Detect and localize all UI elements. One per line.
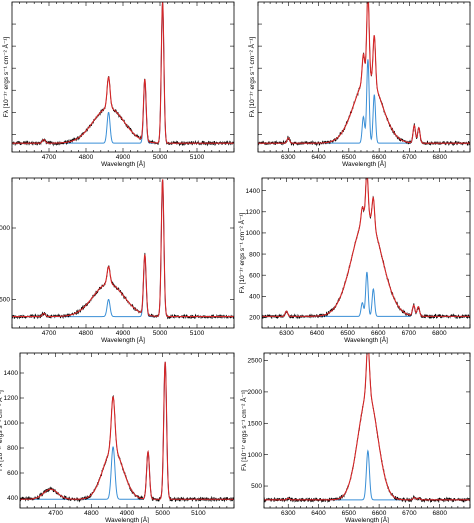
model-fit-line: [262, 178, 470, 317]
x-axis-label: Wavelength [Å]: [101, 335, 145, 344]
x-tick-label: 6800: [432, 154, 447, 161]
x-tick-label: 6800: [432, 510, 447, 517]
x-axis-label: Wavelength [Å]: [342, 159, 386, 168]
y-axis-label: Fλ [10⁻¹⁷ ergs s⁻¹ cm⁻² Å⁻¹]: [237, 212, 246, 293]
observed-spectrum-line: [12, 179, 234, 320]
y-tick-label: 1400: [246, 188, 261, 195]
plot-frame: [257, 1, 471, 153]
observed-spectrum-line: [12, 2, 234, 147]
x-axis-label: Wavelength [Å]: [101, 159, 145, 168]
plot-frame: [263, 352, 471, 509]
x-axis-label: Wavelength [Å]: [344, 335, 388, 344]
x-tick-label: 6500: [342, 154, 357, 161]
x-tick-label: 6400: [311, 154, 326, 161]
y-tick-label: 1500: [248, 420, 263, 427]
y-tick-label: 400: [7, 495, 18, 502]
y-tick-label: 800: [7, 445, 18, 452]
model-fit-line: [258, 2, 470, 144]
observed-spectrum-line: [264, 353, 470, 504]
y-tick-label: 2500: [248, 358, 263, 365]
y-axis-label: Fλ [10⁻¹⁷ ergs s⁻¹ cm⁻² Å⁻¹]: [1, 36, 10, 117]
x-tick-label: 6800: [432, 330, 447, 337]
x-tick-label: 5100: [191, 510, 206, 517]
x-tick-label: 5100: [190, 154, 205, 161]
narrow-component-line: [20, 361, 234, 500]
x-tick-label: 4800: [79, 154, 94, 161]
x-tick-label: 6600: [371, 330, 386, 337]
x-tick-label: 6300: [281, 510, 296, 517]
x-axis-label: Wavelength [Å]: [345, 515, 389, 523]
y-tick-label: 1200: [246, 209, 261, 216]
x-tick-label: 4700: [42, 154, 57, 161]
y-axis-label: Fλ [10⁻¹⁷ ergs s⁻¹ cm⁻² Å⁻¹]: [0, 390, 4, 471]
y-tick-label: 1000: [4, 420, 19, 427]
narrow-component-line: [264, 449, 470, 501]
model-fit-line: [264, 353, 470, 501]
x-tick-label: 5000: [153, 154, 168, 161]
plot-frame: [261, 177, 471, 329]
x-tick-label: 6400: [310, 330, 325, 337]
x-tick-label: 4700: [48, 510, 63, 517]
y-tick-label: 2000: [248, 389, 263, 396]
x-tick-label: 6700: [402, 510, 417, 517]
y-tick-label: 500: [0, 297, 10, 304]
x-tick-label: 4800: [84, 510, 99, 517]
x-tick-label: 4900: [120, 510, 135, 517]
plot-frame: [11, 177, 235, 329]
y-tick-label: 200: [249, 315, 260, 322]
plot-frame: [19, 352, 235, 509]
y-tick-label: 400: [249, 294, 260, 301]
x-tick-label: 4800: [79, 330, 94, 337]
spectrum-panel-row1-left: 4700 4800 4900 5000 5100 Wavelength [Å] Fλ [10…: [1, 1, 235, 168]
spectrum-panel-row2-left: 4700 4800 4900 5000 5100 500 1000 Wavelength [Å…: [0, 177, 235, 344]
x-tick-label: 4900: [116, 330, 131, 337]
spectrum-panel-row3-left: 4700 4800 4900 5000 5100 400 600 800 1000 1200 140…: [0, 352, 235, 523]
y-tick-label: 1000: [246, 230, 261, 237]
y-tick-label: 1000: [248, 452, 263, 459]
model-fit-line: [20, 361, 234, 500]
x-tick-label: 6300: [281, 154, 296, 161]
y-tick-label: 500: [251, 483, 262, 490]
x-tick-label: 6600: [372, 510, 387, 517]
x-tick-label: 4900: [116, 154, 131, 161]
x-axis-label: Wavelength [Å]: [105, 515, 149, 523]
model-fit-line: [12, 2, 234, 144]
spectrum-panel-row1-right: 6300 6400 6500 6600 6700 6800 Wavelength [Å] Fλ…: [247, 1, 471, 168]
y-tick-label: 800: [249, 251, 260, 258]
y-tick-label: 600: [7, 470, 18, 477]
x-tick-label: 5100: [190, 330, 205, 337]
x-tick-label: 6700: [402, 330, 417, 337]
x-tick-label: 5000: [153, 330, 168, 337]
y-axis-label: Fλ [10⁻¹⁷ ergs s⁻¹ cm⁻² Å⁻¹]: [247, 36, 256, 117]
y-tick-label: 1200: [4, 395, 19, 402]
narrow-component-line: [258, 59, 470, 144]
spectrum-panel-row2-right: 6300 6400 6500 6600 6700 6800 200 400 600 800 1000…: [237, 177, 471, 344]
narrow-component-line: [262, 271, 470, 317]
x-tick-label: 5000: [155, 510, 170, 517]
y-axis-label: Fλ [10⁻¹⁷ ergs s⁻¹ cm⁻² Å⁻¹]: [239, 390, 248, 471]
x-tick-label: 6500: [340, 330, 355, 337]
y-tick-label: 600: [249, 272, 260, 279]
x-tick-label: 4700: [42, 330, 57, 337]
x-tick-label: 6500: [342, 510, 357, 517]
model-fit-line: [12, 179, 234, 318]
x-tick-label: 6700: [402, 154, 417, 161]
y-tick-label: 1400: [4, 370, 19, 377]
x-tick-label: 6600: [372, 154, 387, 161]
narrow-component-line: [12, 2, 234, 144]
x-tick-label: 6400: [311, 510, 326, 517]
x-tick-label: 6300: [279, 330, 294, 337]
spectrum-panel-row3-right: 6300 6400 6500 6600 6700 6800 500 1000 1500 2000 2…: [239, 352, 471, 523]
y-tick-label: 1000: [0, 225, 10, 232]
plot-frame: [11, 1, 235, 153]
